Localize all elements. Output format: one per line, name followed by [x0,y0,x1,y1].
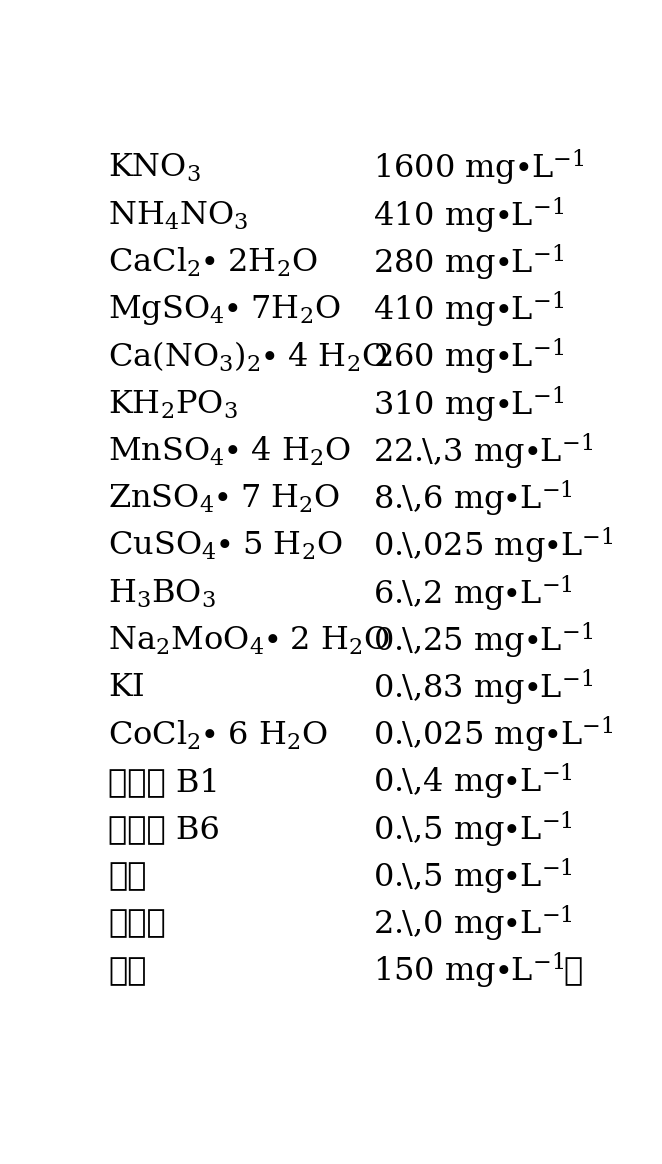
Text: 1600 $\mathregular{mg{\bullet}L^{-1}}$: 1600 $\mathregular{mg{\bullet}L^{-1}}$ [373,148,584,189]
Text: $\mathregular{MnSO_4 {\bullet}\ 4\ H_2O}$: $\mathregular{MnSO_4 {\bullet}\ 4\ H_2O}… [109,435,352,468]
Text: $\mathregular{KH_2PO_3}$: $\mathregular{KH_2PO_3}$ [109,389,238,420]
Text: 8.\,6 $\mathregular{mg{\bullet}L^{-1}}$: 8.\,6 $\mathregular{mg{\bullet}L^{-1}}$ [373,478,573,519]
Text: 150 $\mathregular{mg{\bullet}L^{-1}}$: 150 $\mathregular{mg{\bullet}L^{-1}}$ [373,951,564,992]
Text: 150 $\mathregular{mg{\bullet}L^{-1}}$: 150 $\mathregular{mg{\bullet}L^{-1}}$ [373,951,564,992]
Text: $\mathregular{KI}$: $\mathregular{KI}$ [109,673,145,703]
Text: 0.\,025 $\mathregular{mg{\bullet}L^{-1}}$: 0.\,025 $\mathregular{mg{\bullet}L^{-1}}… [373,526,613,566]
Text: 310 $\mathregular{mg{\bullet}L^{-1}}$: 310 $\mathregular{mg{\bullet}L^{-1}}$ [373,384,564,425]
Text: 0.\,25 $\mathregular{mg{\bullet}L^{-1}}$: 0.\,25 $\mathregular{mg{\bullet}L^{-1}}$ [373,620,593,661]
Text: 280 $\mathregular{mg{\bullet}L^{-1}}$: 280 $\mathregular{mg{\bullet}L^{-1}}$ [373,243,564,283]
Text: 0.\,5 $\mathregular{mg{\bullet}L^{-1}}$: 0.\,5 $\mathregular{mg{\bullet}L^{-1}}$ [373,857,573,897]
Text: $\mathregular{NH_4NO_3}$: $\mathregular{NH_4NO_3}$ [109,199,249,232]
Text: $\mathregular{KNO_3}$: $\mathregular{KNO_3}$ [109,152,201,184]
Text: 甘氨酸: 甘氨酸 [109,909,166,939]
Text: 2.\,0 $\mathregular{mg{\bullet}L^{-1}}$: 2.\,0 $\mathregular{mg{\bullet}L^{-1}}$ [373,904,573,944]
Text: 410 $\mathregular{mg{\bullet}L^{-1}}$: 410 $\mathregular{mg{\bullet}L^{-1}}$ [373,196,564,235]
Text: 0.\,025 $\mathregular{mg{\bullet}L^{-1}}$: 0.\,025 $\mathregular{mg{\bullet}L^{-1}}… [373,715,613,755]
Text: 维生素 B6: 维生素 B6 [109,814,220,845]
Text: 烟酸: 烟酸 [109,861,147,893]
Text: $\mathregular{ZnSO_4 {\bullet}\ 7\ H_2O}$: $\mathregular{ZnSO_4 {\bullet}\ 7\ H_2O}… [109,483,341,514]
Text: 维生素 B1: 维生素 B1 [109,767,220,797]
Text: 肌醇: 肌醇 [109,956,147,987]
Text: $\mathregular{CuSO_4 {\bullet}\ 5\ H_2O}$: $\mathregular{CuSO_4 {\bullet}\ 5\ H_2O}… [109,530,343,562]
Text: $\mathregular{H_3BO_3}$: $\mathregular{H_3BO_3}$ [109,577,216,610]
Text: $\mathregular{Ca(NO_3)_2 {\bullet}\ 4\ H_2O}$: $\mathregular{Ca(NO_3)_2 {\bullet}\ 4\ H… [109,340,388,375]
Text: 410 $\mathregular{mg{\bullet}L^{-1}}$: 410 $\mathregular{mg{\bullet}L^{-1}}$ [373,290,564,331]
Text: $\mathregular{CoCl_2 {\bullet}\ 6\ H_2O}$: $\mathregular{CoCl_2 {\bullet}\ 6\ H_2O}… [109,718,328,752]
Text: $\mathregular{CaCl_2 {\bullet}\ 2H_2O}$: $\mathregular{CaCl_2 {\bullet}\ 2H_2O}$ [109,247,318,279]
Text: 0.\,4 $\mathregular{mg{\bullet}L^{-1}}$: 0.\,4 $\mathregular{mg{\bullet}L^{-1}}$ [373,762,573,802]
Text: 0.\,5 $\mathregular{mg{\bullet}L^{-1}}$: 0.\,5 $\mathregular{mg{\bullet}L^{-1}}$ [373,810,573,850]
Text: $\mathregular{Na_2MoO_4 {\bullet}\ 2\ H_2O}$: $\mathregular{Na_2MoO_4 {\bullet}\ 2\ H_… [109,625,391,656]
Text: 22.\,3 $\mathregular{mg{\bullet}L^{-1}}$: 22.\,3 $\mathregular{mg{\bullet}L^{-1}}$ [373,432,593,471]
Text: 。: 。 [564,956,583,987]
Text: $\mathregular{MgSO_4 {\bullet}\ 7H_2O}$: $\mathregular{MgSO_4 {\bullet}\ 7H_2O}$ [109,293,341,327]
Text: 0.\,83 $\mathregular{mg{\bullet}L^{-1}}$: 0.\,83 $\mathregular{mg{\bullet}L^{-1}}$ [373,668,593,708]
Text: 260 $\mathregular{mg{\bullet}L^{-1}}$: 260 $\mathregular{mg{\bullet}L^{-1}}$ [373,338,564,377]
Text: 6.\,2 $\mathregular{mg{\bullet}L^{-1}}$: 6.\,2 $\mathregular{mg{\bullet}L^{-1}}$ [373,574,573,613]
